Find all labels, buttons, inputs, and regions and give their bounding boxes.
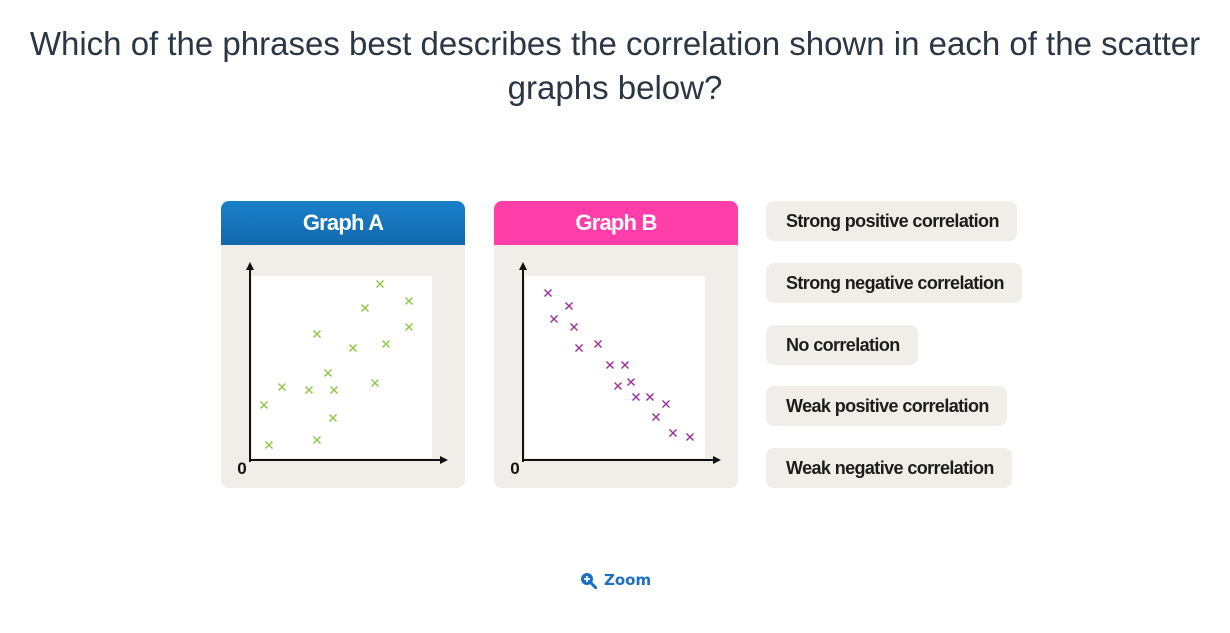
data-point: [349, 344, 357, 352]
data-point: [550, 315, 558, 323]
graph-title: Graph A: [221, 201, 465, 245]
data-point: [669, 429, 677, 437]
data-point: [646, 393, 654, 401]
data-point: [606, 361, 614, 369]
data-point: [614, 382, 622, 390]
graph-card: Graph B 0: [494, 201, 738, 488]
data-point: [627, 378, 635, 386]
data-point: [278, 383, 286, 391]
plot-area: [525, 276, 705, 458]
data-point: [265, 441, 273, 449]
data-point: [405, 323, 413, 331]
zoom-button[interactable]: Zoom: [580, 571, 651, 589]
zoom-label: Zoom: [604, 571, 652, 589]
data-point: [662, 400, 670, 408]
data-point: [324, 369, 332, 377]
graph-title: Graph B: [494, 201, 738, 245]
data-point: [570, 323, 578, 331]
origin-label: 0: [237, 459, 246, 478]
data-point: [305, 386, 313, 394]
data-point: [330, 386, 338, 394]
answer-option[interactable]: No correlation: [766, 324, 918, 365]
data-point: [594, 340, 602, 348]
x-arrow: [440, 456, 448, 464]
data-point: [313, 436, 321, 444]
answer-option[interactable]: Weak negative correlation: [766, 448, 1012, 489]
data-point: [329, 414, 337, 422]
data-point: [621, 361, 629, 369]
zoom-icon: [581, 572, 597, 589]
origin-label: 0: [510, 459, 519, 478]
answer-option[interactable]: Strong negative correlation: [766, 262, 1022, 303]
data-point: [371, 379, 379, 387]
data-point: [575, 344, 583, 352]
answer-option[interactable]: Weak positive correlation: [766, 386, 1007, 427]
x-arrow: [713, 456, 721, 464]
scatter: 0: [510, 262, 721, 478]
plot-area: [252, 276, 432, 458]
data-point: [544, 289, 552, 297]
data-point: [405, 297, 413, 305]
graph-card: Graph A 0: [221, 201, 465, 488]
data-point: [565, 302, 573, 310]
data-point: [260, 401, 268, 409]
scatter: 0: [237, 262, 448, 478]
data-point: [632, 393, 640, 401]
y-arrow: [519, 262, 527, 270]
y-arrow: [246, 262, 254, 270]
data-point: [382, 340, 390, 348]
data-point: [686, 433, 694, 441]
data-point: [652, 413, 660, 421]
data-point: [376, 280, 384, 288]
question: Which of the phrases best describes the …: [29, 25, 1201, 106]
data-point: [313, 330, 321, 338]
answer-option[interactable]: Strong positive correlation: [766, 201, 1017, 241]
data-point: [361, 304, 369, 312]
